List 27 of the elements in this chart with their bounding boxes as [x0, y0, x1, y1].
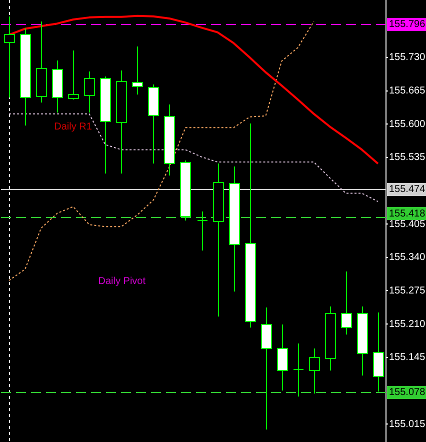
candlestick: [4, 16, 15, 98]
y-tick-label: 155.340: [389, 252, 426, 264]
annotation: Daily Pivot: [98, 276, 146, 287]
candlestick: [84, 71, 95, 113]
candlestick: [132, 46, 143, 95]
candlestick: [309, 348, 320, 394]
candlestick: [277, 324, 288, 391]
y-tick-label: 155.275: [389, 285, 426, 296]
annotation: Daily R1: [54, 122, 92, 133]
candlestick: [293, 343, 304, 397]
candlestick: [261, 307, 272, 430]
line-series: [8, 113, 378, 202]
y-tick-label: 155.600: [389, 118, 426, 130]
y-tick-label: 155.210: [389, 318, 426, 330]
y-tick-label: 155.015: [389, 418, 426, 430]
candlestick: [341, 271, 352, 335]
ref-line-label: 155.474: [389, 184, 426, 195]
y-tick-label: 155.145: [389, 352, 426, 364]
candlestick: [197, 211, 208, 251]
ref-line-label: 155.078: [389, 387, 426, 398]
y-tick-label: 155.665: [389, 86, 426, 97]
y-tick-label: 155.405: [389, 218, 426, 230]
y-tick-label: 155.535: [389, 152, 426, 164]
candlestick: [68, 50, 79, 100]
y-tick-label: 155.730: [389, 52, 426, 64]
ref-line-label: 155.418: [389, 208, 426, 220]
ref-line-label: 155.796: [389, 18, 426, 30]
